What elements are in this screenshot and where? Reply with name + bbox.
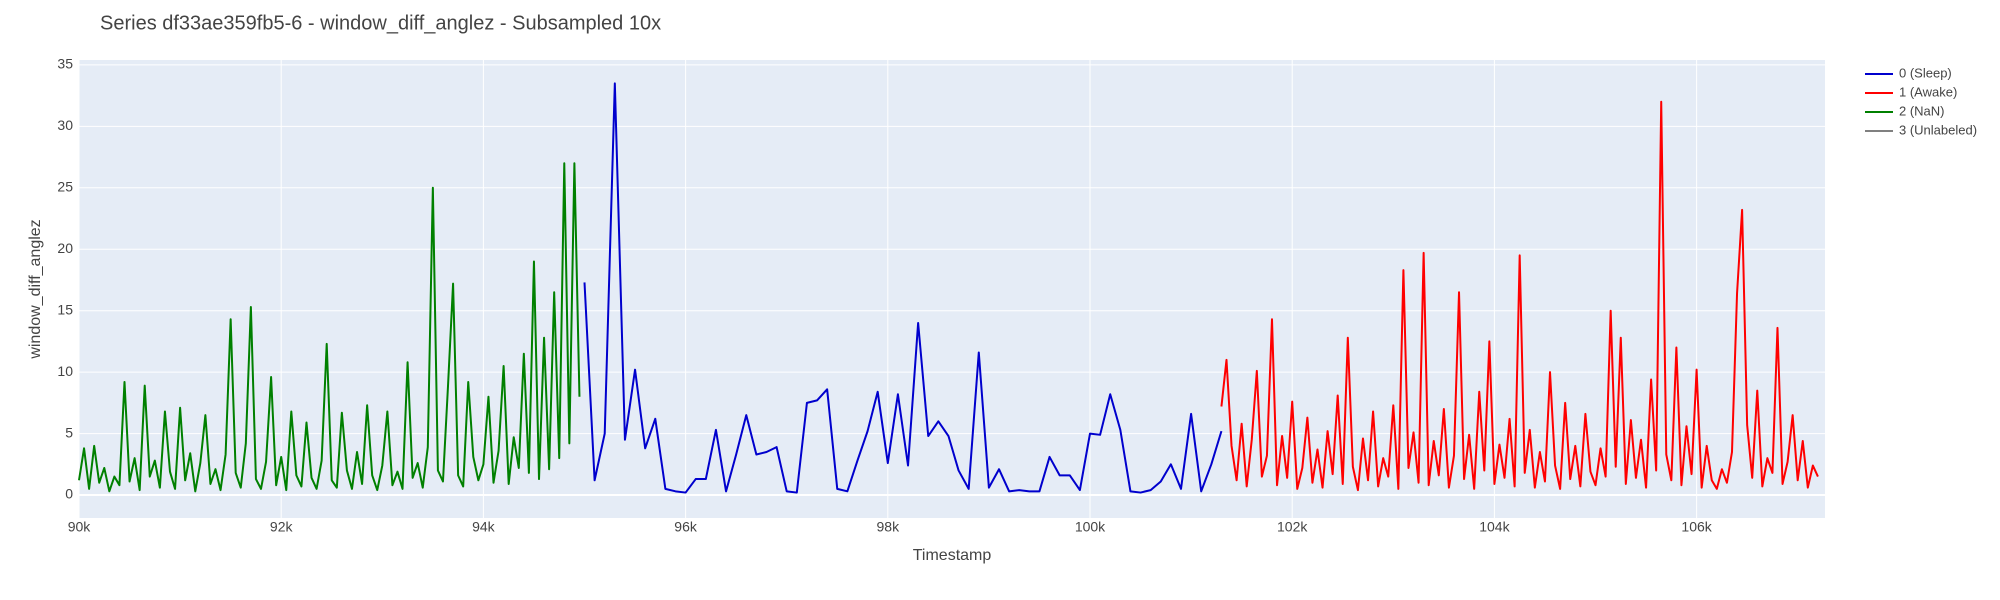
lines [78, 82, 1819, 494]
y-tick-label: 5 [65, 424, 73, 440]
y-tick-label: 10 [57, 363, 73, 379]
legend-label[interactable]: 0 (Sleep) [1899, 65, 1952, 80]
x-tick-label: 100k [1075, 519, 1106, 535]
x-tick-label: 92k [270, 519, 294, 535]
x-tick-label: 102k [1277, 519, 1308, 535]
x-axis-title: Timestamp [913, 547, 992, 564]
y-tick-label: 25 [57, 179, 73, 195]
chart-title: Series df33ae359fb5-6 - window_diff_angl… [100, 12, 661, 34]
series-line [78, 162, 581, 493]
y-tick-label: 35 [57, 56, 73, 72]
x-tick-label: 98k [877, 519, 901, 535]
y-tick-label: 20 [57, 240, 73, 256]
x-tick-label: 104k [1479, 519, 1510, 535]
y-tick-label: 15 [57, 301, 73, 317]
y-tick-label: 30 [57, 117, 73, 133]
x-tick-label: 106k [1681, 519, 1712, 535]
grid [78, 60, 1825, 518]
y-axis-title: window_diff_anglez [27, 219, 44, 359]
x-tick-label: 96k [674, 519, 698, 535]
y-tick-label: 0 [65, 486, 73, 502]
legend[interactable]: 0 (Sleep) 1 (Awake) 2 (NaN) 3 (Unlabeled) [1865, 65, 1977, 137]
legend-label[interactable]: 1 (Awake) [1899, 84, 1957, 99]
legend-label[interactable]: 3 (Unlabeled) [1899, 122, 1977, 137]
x-tick-label: 90k [68, 519, 92, 535]
legend-label[interactable]: 2 (NaN) [1899, 103, 1945, 118]
series-line [1220, 100, 1819, 492]
series-line [583, 82, 1223, 494]
x-tick-label: 94k [472, 519, 496, 535]
